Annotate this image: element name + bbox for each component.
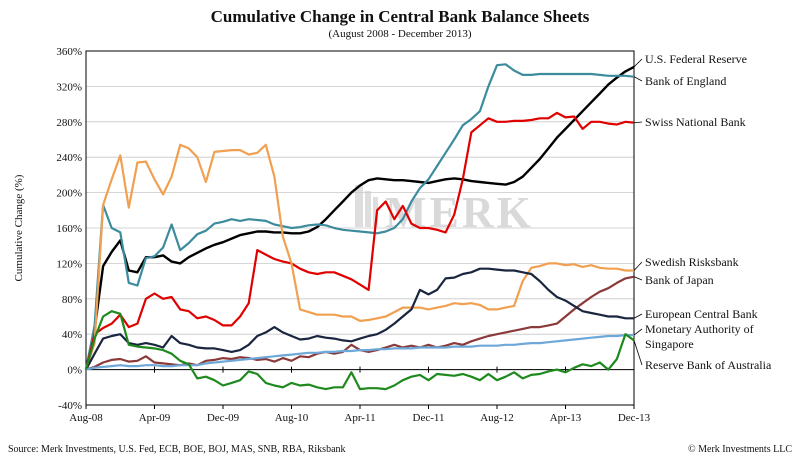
x-tick-label: Aug-08: [69, 412, 103, 424]
y-tick-label: 320%: [56, 81, 82, 93]
legend-leader: [633, 58, 643, 68]
y-tick-labels: -40% 0% 40% 80% 120% 160% 200% 240% 280% 320% 360%: [56, 46, 82, 412]
y-tick-label: 240%: [56, 152, 82, 164]
axes: [85, 50, 635, 409]
gridlines: [86, 86, 634, 371]
legend-leader: [633, 328, 643, 336]
series-line-bank-of-japan: [85, 275, 635, 371]
y-tick-label: 0%: [67, 365, 82, 377]
chart-subtitle: (August 2008 - December 2013): [329, 28, 472, 40]
legend-leader: [633, 121, 643, 124]
x-tick-label: Aug-12: [480, 412, 514, 424]
legend-label: European Central Bank: [645, 307, 758, 321]
legend-label: Bank of Japan: [645, 273, 714, 287]
y-tick-label: 360%: [56, 46, 82, 58]
legend-label: U.S. Federal Reserve: [645, 52, 747, 66]
series-line-u-s-federal-reserve: [84, 65, 635, 370]
y-tick-label: -40%: [58, 400, 82, 412]
legend-leader: [633, 276, 643, 281]
x-tick-label: Dec-13: [618, 412, 651, 424]
series-line-monetary-authority-of-singapore: [85, 334, 634, 371]
chart-title: Cumulative Change in Central Bank Balanc…: [211, 7, 590, 26]
y-axis-title: Cumulative Change (%): [13, 174, 25, 281]
x-tick-labels: Aug-08 Apr-09 Dec-09 Aug-10 Apr-11 Dec-11 Aug-…: [69, 412, 650, 424]
legend-label: Monetary Authority of: [645, 322, 754, 336]
series-line-reserve-bank-of-australia: [84, 310, 635, 391]
y-tick-label: 200%: [56, 188, 82, 200]
series-line-bank-of-england: [84, 63, 635, 370]
legend-leader: [633, 261, 643, 271]
copyright-note: © Merk Investments LLC: [688, 444, 792, 455]
x-tick-label: Dec-09: [207, 412, 240, 424]
legend-label: Swedish Risksbank: [645, 255, 739, 269]
x-tick-label: Aug-10: [275, 412, 309, 424]
x-tick-label: Apr-13: [550, 412, 582, 424]
series-lines: [84, 63, 635, 391]
y-tick-label: 120%: [56, 258, 82, 270]
series-line-european-central-bank: [85, 267, 634, 371]
merk-logo-icon: [355, 185, 378, 227]
series-line-swiss-national-bank: [84, 111, 635, 370]
x-tick-label: Apr-11: [344, 412, 375, 424]
source-note: Source: Merk Investments, U.S. Fed, ECB,…: [8, 444, 346, 455]
legend: U.S. Federal Reserve Bank of England Swiss…: [633, 52, 772, 372]
legend-label: Singapore: [645, 337, 694, 351]
legend-label: Reserve Bank of Australia: [645, 358, 772, 372]
y-tick-label: 160%: [56, 223, 82, 235]
y-tick-label: 80%: [62, 294, 82, 306]
x-tick-label: Dec-11: [413, 412, 445, 424]
legend-leader: [633, 76, 643, 82]
x-tick-label: Apr-09: [139, 412, 171, 424]
legend-label: Bank of England: [645, 74, 726, 88]
legend-leader: [633, 313, 643, 319]
legend-label: Swiss National Bank: [645, 115, 746, 129]
legend-leader: [633, 340, 643, 366]
y-tick-label: 40%: [62, 329, 82, 341]
series-line-swedish-risksbank: [84, 143, 634, 370]
y-tick-label: 280%: [56, 117, 82, 129]
